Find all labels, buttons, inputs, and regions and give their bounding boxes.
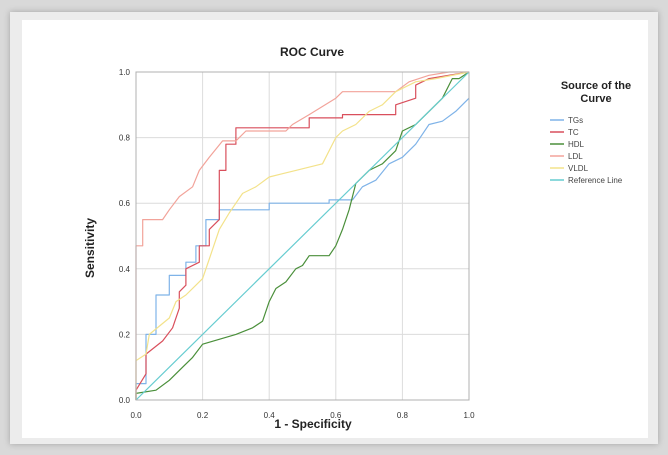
x-tick-label: 1.0 — [463, 411, 475, 420]
roc-curve-reference-line — [135, 71, 470, 401]
legend-entry: LDL — [568, 152, 583, 161]
legend-title-line2: Curve — [580, 93, 611, 105]
y-tick-label: 0.2 — [119, 330, 131, 339]
x-tick-label: 0.0 — [130, 411, 142, 420]
roc-curve-hdl — [135, 71, 470, 400]
figure-frame: ROC Curve 1 - Specificity Sensitivity 0.… — [10, 12, 658, 444]
axes — [135, 71, 470, 401]
legend-entry: Reference Line — [568, 176, 623, 185]
legend-entry: HDL — [568, 140, 585, 149]
x-tick-label: 0.2 — [197, 411, 209, 420]
chart-panel: ROC Curve 1 - Specificity Sensitivity 0.… — [22, 20, 648, 438]
plot-border — [135, 71, 470, 401]
y-tick-label: 1.0 — [119, 68, 131, 77]
roc-curve-tc — [135, 71, 470, 400]
legend-entry: VLDL — [568, 164, 589, 173]
y-axis-label: Sensitivity — [83, 218, 97, 278]
chart-title: ROC Curve — [280, 45, 344, 59]
legend-entry: TGs — [568, 116, 583, 125]
roc-chart: ROC Curve 1 - Specificity Sensitivity 0.… — [83, 45, 631, 431]
x-tick-label: 0.8 — [397, 411, 409, 420]
x-tick-labels: 0.0 0.2 0.4 0.6 0.8 1.0 — [130, 411, 475, 420]
x-tick-label: 0.6 — [330, 411, 342, 420]
x-axis-label: 1 - Specificity — [274, 417, 352, 431]
y-tick-label: 0.4 — [119, 265, 131, 274]
legend-entry: TC — [568, 128, 579, 137]
y-tick-label: 0.6 — [119, 199, 131, 208]
y-tick-label: 0.0 — [119, 396, 131, 405]
y-tick-label: 0.8 — [119, 134, 131, 143]
legend-title: Source of the — [561, 80, 631, 92]
curves — [135, 71, 470, 401]
roc-curve-vldl — [135, 71, 470, 400]
x-tick-label: 0.4 — [264, 411, 276, 420]
y-tick-labels: 0.0 0.2 0.4 0.6 0.8 1.0 — [119, 68, 131, 405]
